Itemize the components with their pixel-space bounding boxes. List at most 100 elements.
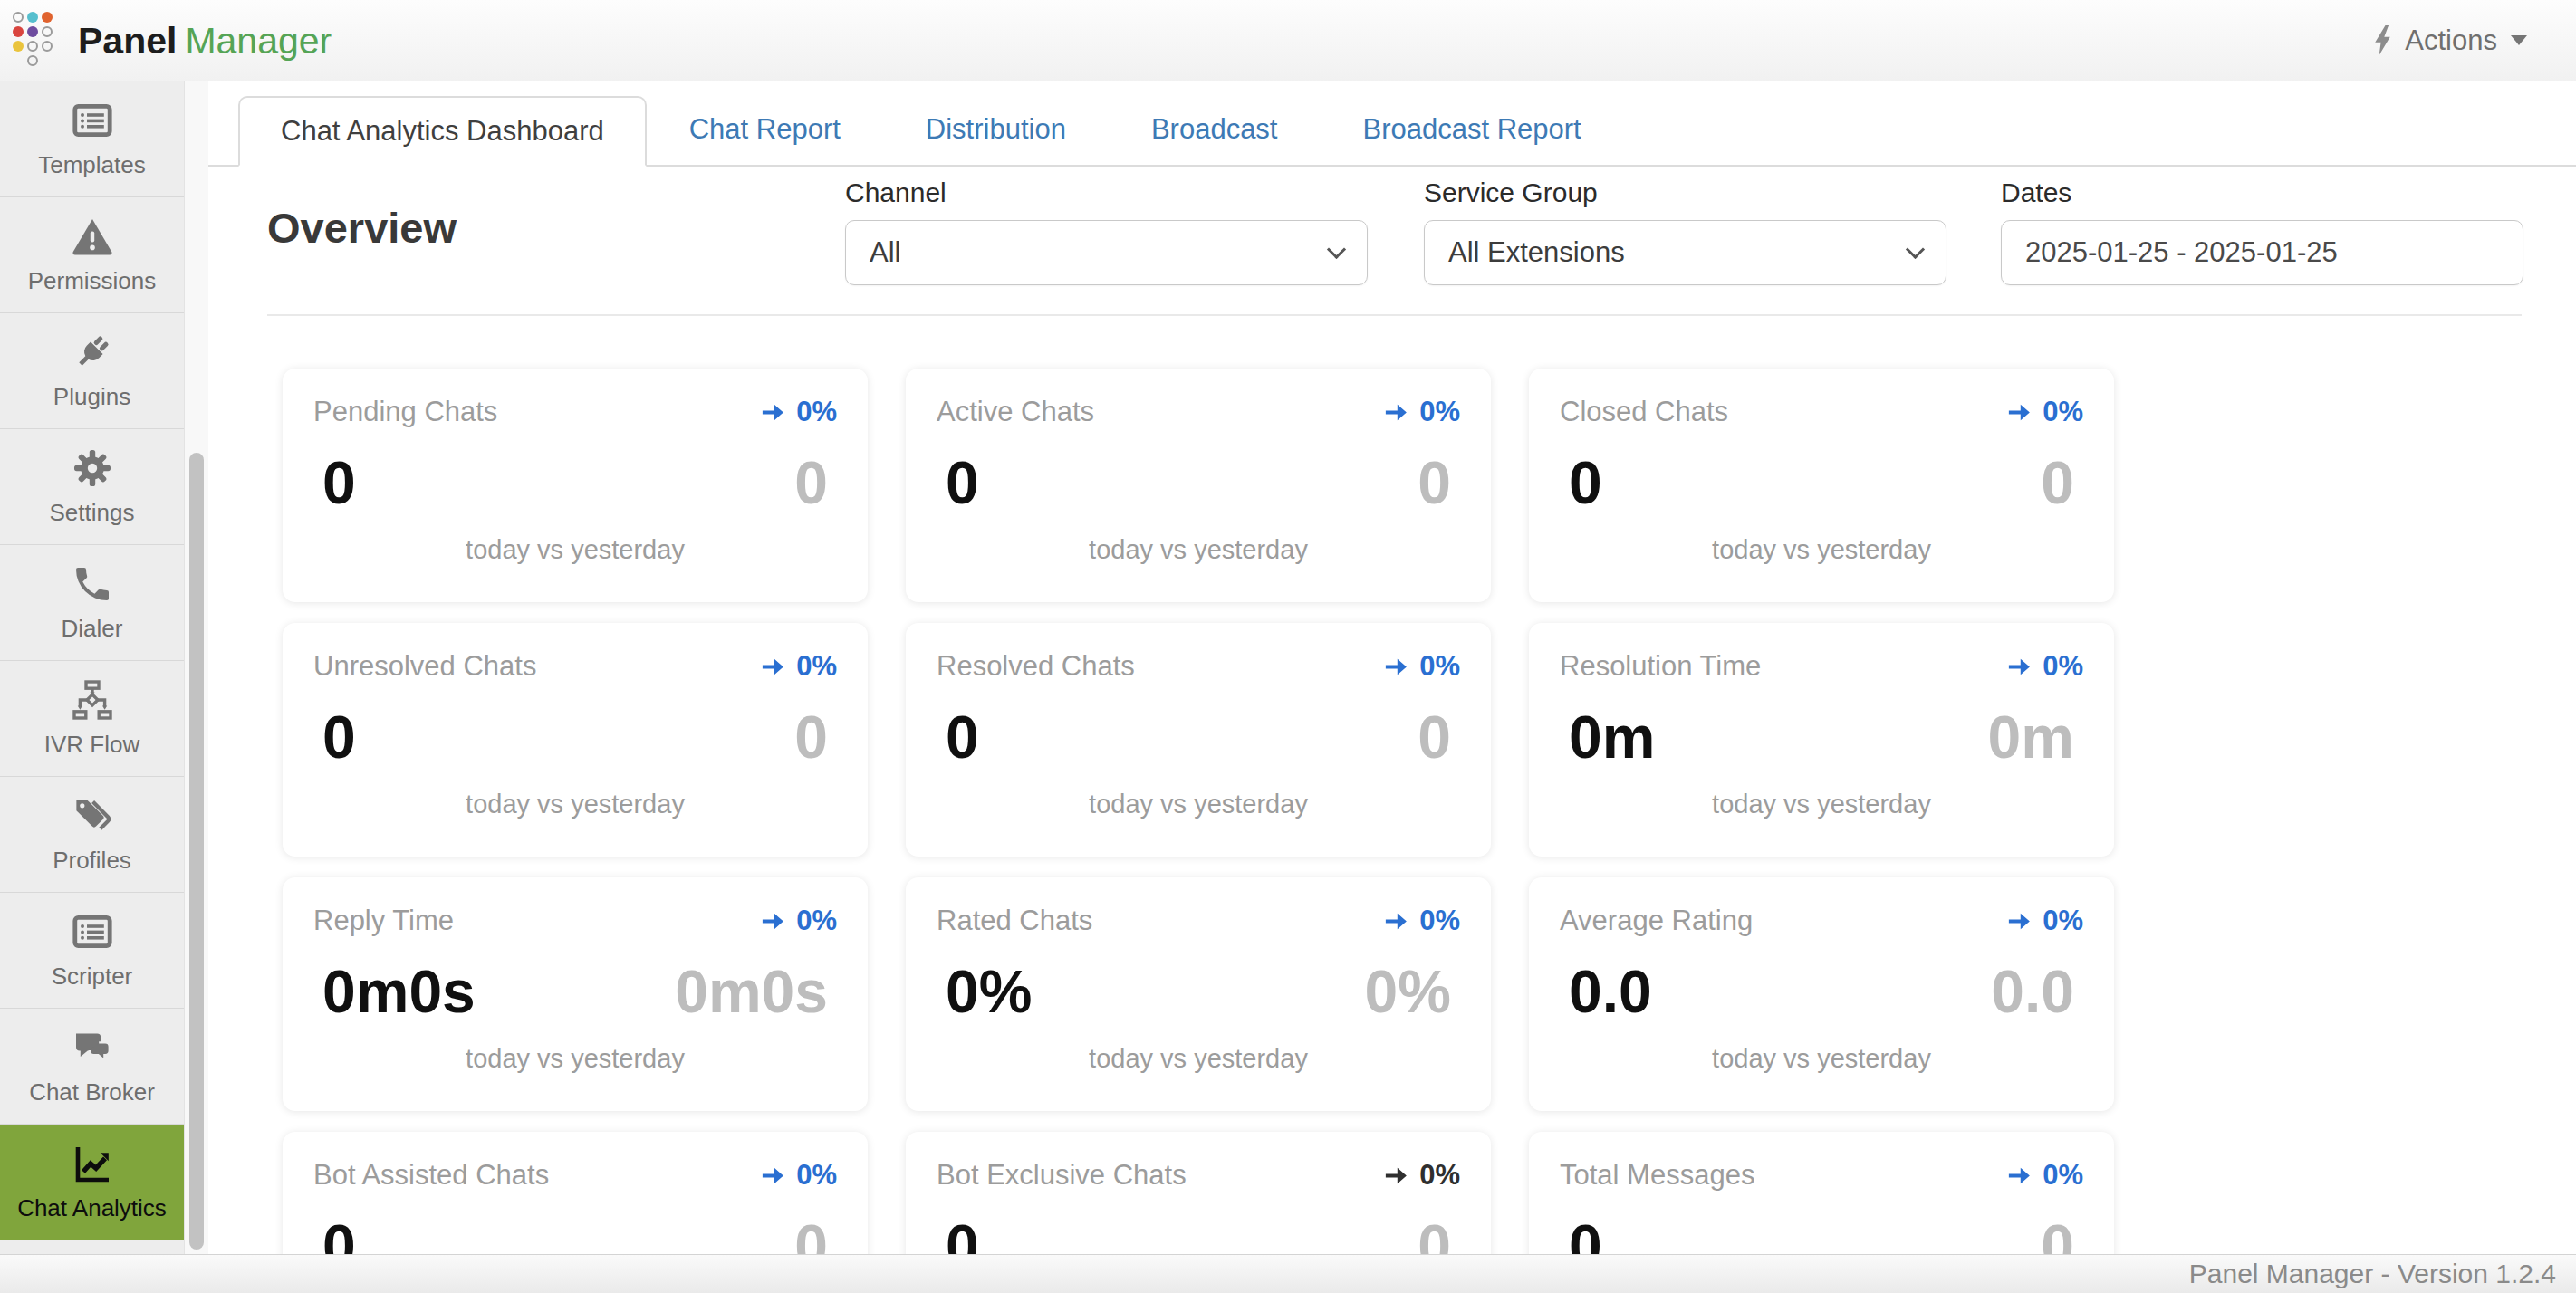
stat-card-change: 0% [1382,1159,1460,1192]
tab-chat-analytics-dashboard[interactable]: Chat Analytics Dashboard [238,96,647,167]
list-card-icon [71,99,114,142]
sidebar-item-label: Plugins [53,383,130,411]
gear-icon [71,446,114,490]
sidebar-item-templates[interactable]: Templates [0,81,184,197]
stat-card-today-value: 0 [1569,448,1602,517]
sidebar-item-label: Templates [38,151,146,179]
logo-dot [13,26,24,37]
sidebar-item-chat-analytics[interactable]: Chat Analytics [0,1125,184,1240]
trend-flat-arrow-icon [2005,1162,2033,1190]
filters-section: Overview Channel All Service Group All E… [208,167,2576,314]
sidebar-item-plugins[interactable]: Plugins [0,313,184,429]
sidebar-item-scripter[interactable]: Scripter [0,893,184,1009]
sidebar-item-settings[interactable]: Settings [0,429,184,545]
sidebar-item-label: Chat Analytics [17,1194,167,1222]
stat-card-change: 0% [1382,396,1460,428]
stat-card-title: Total Messages [1560,1159,1754,1192]
stat-card-title: Resolved Chats [937,650,1135,683]
sidebar-item-profiles[interactable]: Profiles [0,777,184,893]
lightning-bolt-icon [2372,25,2393,55]
sidebar-item-label: Settings [50,499,135,527]
channel-select[interactable]: All [845,220,1368,285]
stat-card-reply-time: Reply Time 0% 0m0s 0m0s today vs yesterd… [283,877,868,1111]
stat-card-change: 0% [2005,905,2083,937]
sidebar-item-label: Permissions [28,267,157,295]
stat-card-yesterday-value: 0 [1418,448,1451,517]
stat-card-today-value: 0% [946,957,1032,1026]
stat-card-caption: today vs yesterday [1560,1044,2083,1074]
section-divider [267,314,2522,316]
stat-card-change-value: 0% [1419,1159,1460,1192]
actions-button[interactable]: Actions [2372,0,2527,81]
sidebar-item-label: Chat Broker [29,1078,155,1106]
sidebar-item-label: Dialer [62,615,123,643]
stat-card-resolved-chats: Resolved Chats 0% 0 0 today vs yesterday [906,623,1491,857]
service-group-selected-value: All Extensions [1448,236,1625,269]
logo-dot [42,41,53,52]
stat-card-yesterday-value: 0% [1365,957,1451,1026]
brand-title: PanelManager [78,19,332,62]
sidebar-item-label: Profiles [53,847,131,875]
warning-triangle-icon [71,215,114,258]
stat-card-change-value: 0% [796,650,837,683]
stat-card-title: Resolution Time [1560,650,1761,683]
panel-manager-app: PanelManager Actions Templates Permissio… [0,0,2576,1293]
page-title: Overview [267,203,457,253]
service-group-label: Service Group [1424,177,1946,208]
stat-card-change-value: 0% [1419,650,1460,683]
trend-flat-arrow-icon [759,653,787,681]
top-bar: PanelManager Actions [0,0,2576,81]
channel-filter: Channel All [845,177,1368,285]
caret-down-icon [2511,35,2527,45]
service-group-select[interactable]: All Extensions [1424,220,1946,285]
tab-broadcast-report[interactable]: Broadcast Report [1320,94,1623,165]
tab-chat-report[interactable]: Chat Report [647,94,883,165]
dates-filter: Dates [2001,177,2523,285]
sidebar-item-permissions[interactable]: Permissions [0,197,184,313]
logo-dot [27,26,38,37]
version-text: Panel Manager - Version 1.2.4 [2189,1259,2556,1289]
stat-card-today-value: 0m [1569,703,1655,771]
tab-broadcast[interactable]: Broadcast [1109,94,1321,165]
brand-secondary: Manager [185,19,332,61]
main-content: Chat Analytics DashboardChat ReportDistr… [208,81,2576,1293]
stat-card-yesterday-value: 0.0 [1991,957,2074,1026]
stat-card-yesterday-value: 0 [1418,703,1451,771]
trend-flat-arrow-icon [759,398,787,426]
trend-flat-arrow-icon [759,907,787,935]
stat-card-change-value: 0% [2043,1159,2083,1192]
stat-card-unresolved-chats: Unresolved Chats 0% 0 0 today vs yesterd… [283,623,868,857]
channel-label: Channel [845,177,1368,208]
stat-card-pending-chats: Pending Chats 0% 0 0 today vs yesterday [283,369,868,602]
stat-card-yesterday-value: 0 [794,448,828,517]
stat-card-title: Active Chats [937,396,1094,428]
sidebar-item-chat-broker[interactable]: Chat Broker [0,1009,184,1125]
stat-card-change-value: 0% [1419,905,1460,937]
stat-card-change-value: 0% [796,1159,837,1192]
stat-card-change: 0% [2005,396,2083,428]
vertical-scrollbar-thumb[interactable] [189,453,204,1250]
stat-card-change: 0% [759,650,837,683]
stat-card-change-value: 0% [1419,396,1460,428]
stat-card-today-value: 0m0s [322,957,476,1026]
stat-card-today-value: 0 [322,703,356,771]
stat-card-change-value: 0% [2043,396,2083,428]
logo-dot [27,55,38,66]
stat-card-title: Pending Chats [313,396,497,428]
stat-card-caption: today vs yesterday [1560,790,2083,819]
vertical-scrollbar-track[interactable] [184,81,208,1293]
sidebar-item-ivr-flow[interactable]: IVR Flow [0,661,184,777]
tab-distribution[interactable]: Distribution [883,94,1109,165]
channel-selected-value: All [870,236,900,269]
sidebar-item-dialer[interactable]: Dialer [0,545,184,661]
stat-cards-grid: Pending Chats 0% 0 0 today vs yesterday … [283,369,2576,1293]
stat-card-title: Unresolved Chats [313,650,536,683]
lightning-bolt-icon [2372,25,2393,55]
stat-card-caption: today vs yesterday [937,535,1460,565]
stat-card-caption: today vs yesterday [1560,535,2083,565]
trend-flat-arrow-icon [2005,653,2033,681]
stat-card-change-value: 0% [2043,905,2083,937]
dates-range-input[interactable] [2001,220,2523,285]
stat-card-change-value: 0% [796,905,837,937]
logo-dot [27,12,38,23]
